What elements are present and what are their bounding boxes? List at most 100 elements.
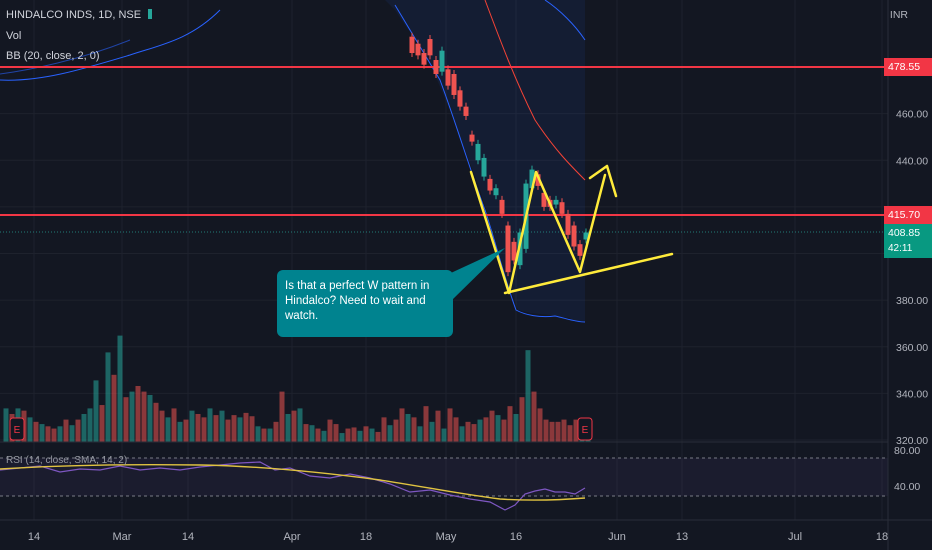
bb-legend[interactable]: BB (20, close, 2, 0) xyxy=(6,50,100,62)
rsi-legend[interactable]: RSI (14, close, SMA, 14, 2) xyxy=(6,455,128,466)
volume-bar xyxy=(171,408,177,442)
volume-bar xyxy=(561,419,567,442)
volume-bar xyxy=(165,417,171,442)
volume-bar xyxy=(471,424,477,442)
volume-bar xyxy=(453,417,459,442)
volume-bar xyxy=(573,419,579,442)
price-tick-label: 440.00 xyxy=(896,155,928,167)
candle xyxy=(577,244,583,256)
rsi-axis-label-high: 80.00 xyxy=(894,445,920,457)
volume-bar xyxy=(273,421,279,442)
price-tick-label: 340.00 xyxy=(896,388,928,400)
volume-bar xyxy=(375,431,381,442)
volume-bar xyxy=(477,419,483,442)
volume-bar xyxy=(333,424,339,442)
price-label-last[interactable]: 408.85 xyxy=(884,224,932,242)
volume-bar xyxy=(207,408,213,442)
candle xyxy=(565,213,571,235)
volume-bar xyxy=(285,414,291,442)
svg-text:E: E xyxy=(14,425,21,436)
volume-bar xyxy=(531,391,537,442)
volume-bar xyxy=(321,430,327,442)
volume-bar xyxy=(105,352,111,442)
volume-legend[interactable]: Vol xyxy=(6,30,22,42)
volume-bar xyxy=(339,433,345,442)
volume-bar xyxy=(441,428,447,442)
volume-bar xyxy=(249,416,255,442)
volume-bar xyxy=(219,410,225,442)
volume-bar xyxy=(381,417,387,442)
candle xyxy=(505,225,511,273)
time-tick-label: 14 xyxy=(28,531,40,543)
symbol-legend[interactable]: HINDALCO INDS, 1D, NSE xyxy=(6,9,153,21)
volume-bar xyxy=(495,415,501,442)
price-tick-label: 380.00 xyxy=(896,295,928,307)
candle xyxy=(535,174,541,186)
volume-bar xyxy=(537,408,543,442)
currency-label[interactable]: INR xyxy=(889,9,908,21)
volume-bar xyxy=(177,421,183,442)
candle xyxy=(415,43,421,56)
svg-text:E: E xyxy=(582,425,589,436)
price-axis[interactable]: 460.00440.00400.00380.00360.00340.00320.… xyxy=(896,109,928,447)
volume-bar xyxy=(99,405,105,442)
time-tick-label: 14 xyxy=(182,531,194,543)
volume-bar xyxy=(135,386,141,442)
candle xyxy=(529,169,535,189)
volume-bar xyxy=(435,410,441,442)
candle xyxy=(451,73,457,95)
volume-bar xyxy=(345,428,351,442)
candle xyxy=(487,178,493,191)
price-label-countdown: 42:11 xyxy=(884,240,932,258)
volume-bar xyxy=(261,428,267,442)
volume-bar xyxy=(141,391,147,442)
candle xyxy=(553,199,559,205)
volume-bar xyxy=(255,426,261,442)
volume-bar xyxy=(39,424,45,442)
volume-bar xyxy=(57,426,63,442)
price-tick-label: 460.00 xyxy=(896,109,928,121)
earnings-marker[interactable]: E xyxy=(9,417,25,441)
bollinger-upper-left xyxy=(0,9,221,81)
volume-bar xyxy=(159,410,165,442)
volume-bar xyxy=(147,394,153,442)
symbol-title: HINDALCO INDS, 1D, NSE xyxy=(6,9,142,21)
volume-bar xyxy=(81,414,87,442)
volume-bar xyxy=(63,419,69,442)
volume-bar xyxy=(243,412,249,442)
candle xyxy=(541,192,547,207)
volume-bar xyxy=(489,410,495,442)
candle xyxy=(463,106,469,116)
candle xyxy=(475,143,481,161)
volume-bar xyxy=(189,410,195,442)
price-label-resistance-lower[interactable]: 415.70 xyxy=(884,206,932,224)
volume-bar xyxy=(27,417,33,442)
candle xyxy=(493,188,499,196)
earnings-marker[interactable]: E xyxy=(577,417,593,441)
candle xyxy=(439,50,445,72)
price-label-resistance-upper[interactable]: 478.55 xyxy=(884,58,932,76)
volume-bar xyxy=(237,417,243,442)
annotation-callout[interactable]: Is that a perfect W pattern in Hindalco?… xyxy=(277,270,453,337)
volume-bar xyxy=(405,414,411,442)
candle xyxy=(445,69,451,86)
bollinger-upper-band xyxy=(544,0,586,41)
time-tick-label: Mar xyxy=(113,531,132,543)
volume-bar xyxy=(213,415,219,442)
candle xyxy=(583,232,589,240)
price-tick-label: 360.00 xyxy=(896,342,928,354)
volume-bar xyxy=(417,426,423,442)
volume-bar xyxy=(3,408,9,442)
volume-bar xyxy=(129,391,135,442)
time-tick-label: Jun xyxy=(608,531,626,543)
volume-bar xyxy=(315,428,321,442)
volume-bar xyxy=(117,335,123,442)
volume-bar xyxy=(93,380,99,442)
rsi-line xyxy=(0,461,586,511)
volume-bar xyxy=(303,424,309,442)
volume-bar xyxy=(75,419,81,442)
time-axis[interactable]: 14 Mar 14 Apr 18 May 16 Jun 13 Jul 18 xyxy=(28,531,888,543)
volume-bar xyxy=(423,406,429,442)
candle xyxy=(409,36,415,54)
